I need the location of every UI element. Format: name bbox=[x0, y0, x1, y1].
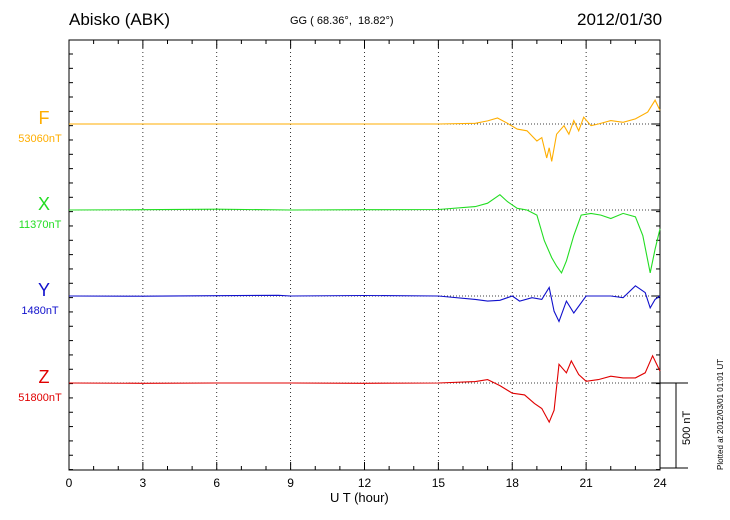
series-name-z: Z bbox=[39, 367, 50, 387]
series-baseline-f: 53060nT bbox=[18, 133, 62, 145]
x-tick-label: 15 bbox=[432, 476, 446, 490]
scale-bar-label: 500 nT bbox=[681, 410, 693, 445]
plotted-timestamp: Plotted at 2012/03/01 01:01 UT bbox=[716, 358, 725, 470]
series-line-y bbox=[68, 285, 661, 323]
coords-prefix: GG ( 68.36°, bbox=[290, 15, 352, 27]
x-tick-label: 12 bbox=[358, 476, 372, 490]
x-axis-title: U T (hour) bbox=[330, 490, 389, 505]
x-tick-label: 3 bbox=[140, 476, 147, 490]
series-line-z bbox=[68, 354, 661, 424]
series-name-x: X bbox=[38, 194, 50, 214]
series-baseline-x: 11370nT bbox=[19, 219, 62, 231]
x-tick-label: 24 bbox=[653, 476, 667, 490]
station-coordinates: GG ( 68.36°, 18.82°) bbox=[290, 15, 394, 27]
x-tick-label: 18 bbox=[506, 476, 520, 490]
series-baseline-y: 1480nT bbox=[21, 305, 59, 317]
series-line-x bbox=[68, 193, 661, 275]
series-line-f bbox=[69, 99, 661, 162]
x-tick-label: 21 bbox=[579, 476, 593, 490]
coords-lon: 18.82°) bbox=[358, 15, 394, 27]
station-title: Abisko (ABK) bbox=[69, 10, 171, 29]
series-name-f: F bbox=[39, 108, 50, 128]
x-tick-label: 0 bbox=[66, 476, 73, 490]
x-tick-label: 6 bbox=[213, 476, 220, 490]
series-name-y: Y bbox=[38, 280, 50, 300]
x-tick-label: 9 bbox=[287, 476, 294, 490]
plot-date: 2012/01/30 bbox=[577, 10, 663, 29]
series-baseline-z: 51800nT bbox=[18, 392, 62, 404]
